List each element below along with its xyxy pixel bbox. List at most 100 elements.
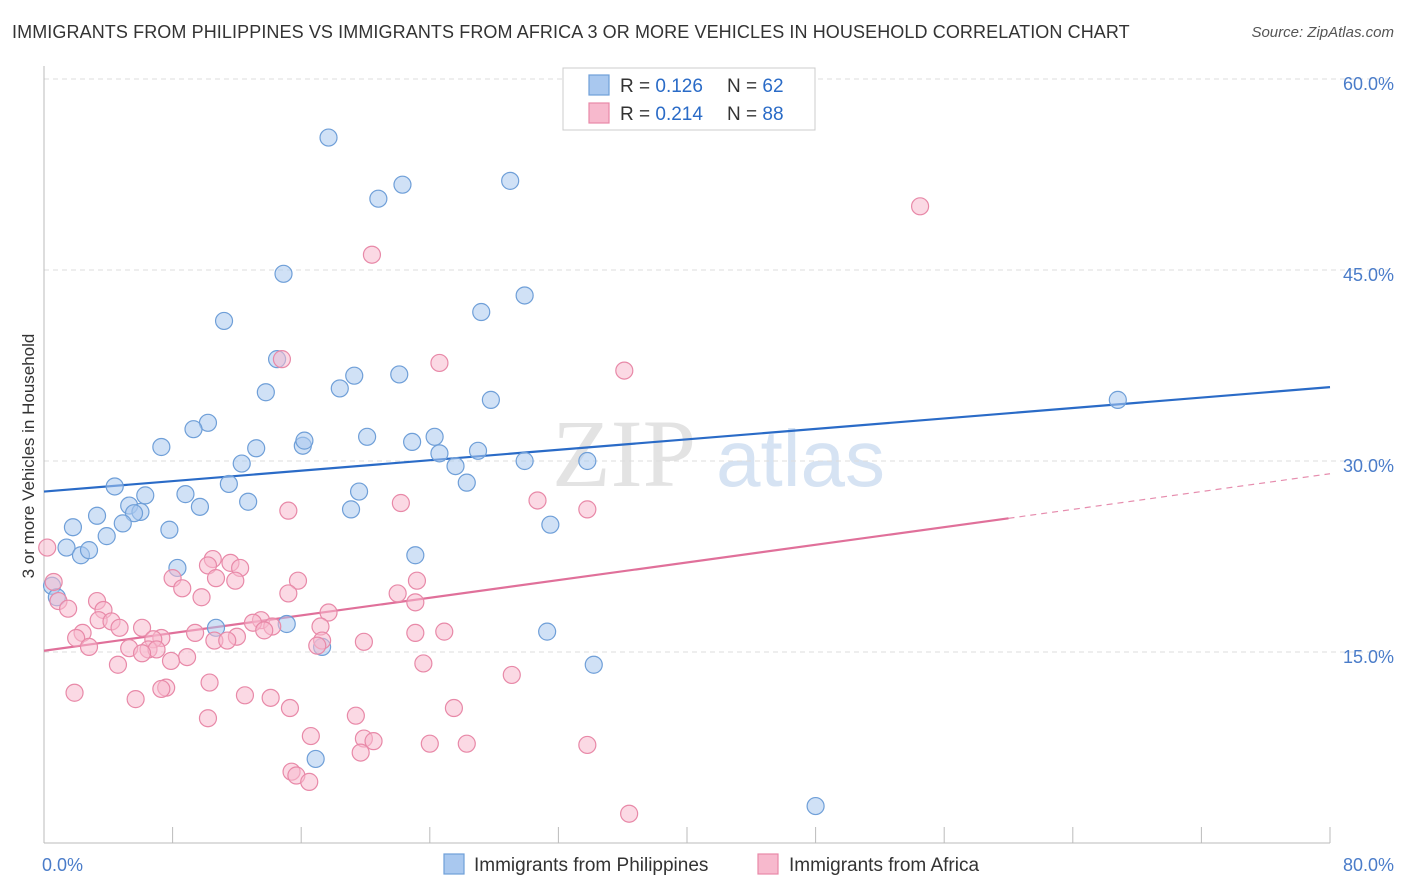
series-africa-points xyxy=(38,197,930,823)
point-philippines-59 xyxy=(584,655,603,674)
point-philippines-29 xyxy=(446,456,465,476)
point-philippines-21 xyxy=(358,427,377,446)
point-africa-5 xyxy=(528,491,547,510)
r-value-africa: 0.214 xyxy=(655,104,703,125)
point-africa-66 xyxy=(235,686,255,705)
r-label-africa: R = xyxy=(620,104,655,125)
point-africa-8 xyxy=(279,501,298,520)
point-philippines-47 xyxy=(541,515,560,534)
point-philippines-48 xyxy=(57,538,76,557)
watermark-zip: ZIP xyxy=(552,400,696,507)
n-value-africa: 88 xyxy=(762,104,783,125)
point-philippines-46 xyxy=(97,527,116,546)
legend-swatch-africa-stats xyxy=(588,102,610,124)
point-africa-59 xyxy=(161,651,181,671)
point-philippines-22 xyxy=(403,432,422,451)
point-philippines-39 xyxy=(341,500,361,519)
point-philippines-35 xyxy=(349,482,369,501)
point-africa-6 xyxy=(391,493,410,513)
n-value-philippines: 62 xyxy=(762,76,783,97)
point-africa-0 xyxy=(910,197,930,216)
point-africa-78 xyxy=(578,735,597,755)
point-philippines-7 xyxy=(214,311,234,331)
point-philippines-33 xyxy=(176,485,195,504)
point-philippines-51 xyxy=(406,546,425,565)
point-africa-19 xyxy=(44,572,63,592)
r-label-philippines: R = xyxy=(620,76,655,97)
legend-label-africa: Immigrants from Africa xyxy=(789,855,979,876)
point-philippines-2 xyxy=(393,175,412,194)
point-philippines-9 xyxy=(345,366,364,385)
point-africa-15 xyxy=(206,569,226,588)
legend-swatch-philippines xyxy=(443,853,465,875)
point-philippines-13 xyxy=(481,390,500,409)
point-africa-29 xyxy=(319,603,338,622)
point-philippines-20 xyxy=(295,431,314,450)
legend-label-philippines: Immigrants from Philippines xyxy=(474,855,708,876)
y-tick-labels: 15.0% 30.0% 45.0% 60.0% xyxy=(1343,74,1394,667)
point-africa-71 xyxy=(346,706,365,725)
point-africa-83 xyxy=(620,804,639,823)
point-philippines-60 xyxy=(306,749,325,769)
chart-title: IMMIGRANTS FROM PHILIPPINES VS IMMIGRANT… xyxy=(12,22,1130,42)
point-philippines-0 xyxy=(319,128,338,147)
point-africa-23 xyxy=(192,588,211,607)
point-africa-82 xyxy=(300,772,319,791)
y-axis-title: 3 or more Vehicles in Household xyxy=(19,334,38,579)
watermark: ZIP atlas xyxy=(552,400,885,507)
point-philippines-45 xyxy=(63,518,83,537)
point-africa-72 xyxy=(198,709,218,728)
svg-text:N = 62: N = 62 xyxy=(727,76,784,97)
x-tick-label-0: 0.0% xyxy=(42,855,83,875)
point-africa-58 xyxy=(108,655,128,674)
point-africa-42 xyxy=(67,628,86,648)
point-africa-39 xyxy=(406,623,425,643)
point-africa-16 xyxy=(226,571,245,590)
point-philippines-27 xyxy=(578,451,597,471)
point-africa-56 xyxy=(132,644,152,663)
point-africa-64 xyxy=(152,679,171,699)
data-points xyxy=(38,128,1127,823)
point-africa-9 xyxy=(38,538,57,557)
point-africa-70 xyxy=(444,698,464,718)
point-philippines-32 xyxy=(105,477,124,496)
point-africa-60 xyxy=(414,654,433,673)
r-value-philippines: 0.126 xyxy=(655,76,703,97)
point-philippines-40 xyxy=(87,506,107,525)
point-philippines-12 xyxy=(256,383,275,402)
point-africa-67 xyxy=(261,688,280,707)
point-africa-65 xyxy=(65,683,84,702)
x-tick-label-80: 80.0% xyxy=(1343,855,1394,875)
stats-legend-box: R = 0.126 N = 62 R = 0.214 N = 88 xyxy=(562,67,816,131)
point-africa-61 xyxy=(502,665,521,685)
point-africa-26 xyxy=(59,599,78,618)
y-tick-label-30: 30.0% xyxy=(1343,456,1394,476)
point-philippines-6 xyxy=(472,302,491,322)
svg-text:N = 88: N = 88 xyxy=(727,104,784,125)
point-philippines-3 xyxy=(369,189,388,208)
point-africa-73 xyxy=(301,726,320,746)
point-africa-50 xyxy=(354,632,373,651)
point-philippines-36 xyxy=(239,492,258,511)
svg-text:R = 0.126: R = 0.126 xyxy=(620,76,703,97)
point-africa-34 xyxy=(110,618,129,637)
svg-text:R = 0.214: R = 0.214 xyxy=(620,104,703,125)
point-philippines-25 xyxy=(468,441,488,460)
watermark-atlas: atlas xyxy=(716,414,885,503)
point-africa-17 xyxy=(288,571,308,590)
point-philippines-23 xyxy=(425,427,444,446)
point-africa-40 xyxy=(435,622,454,641)
point-philippines-26 xyxy=(515,451,534,471)
point-africa-22 xyxy=(388,584,407,603)
point-philippines-61 xyxy=(806,796,825,816)
point-africa-76 xyxy=(420,734,439,753)
point-africa-38 xyxy=(255,621,274,640)
point-africa-57 xyxy=(177,647,197,667)
trend-line-africa-extrapolated xyxy=(1008,473,1331,519)
x-tick-labels: 0.0% 80.0% xyxy=(42,855,1394,875)
point-africa-75 xyxy=(364,732,383,751)
point-africa-52 xyxy=(79,637,99,657)
point-africa-36 xyxy=(132,618,152,637)
point-philippines-31 xyxy=(219,474,238,494)
y-tick-label-60: 60.0% xyxy=(1343,74,1394,94)
